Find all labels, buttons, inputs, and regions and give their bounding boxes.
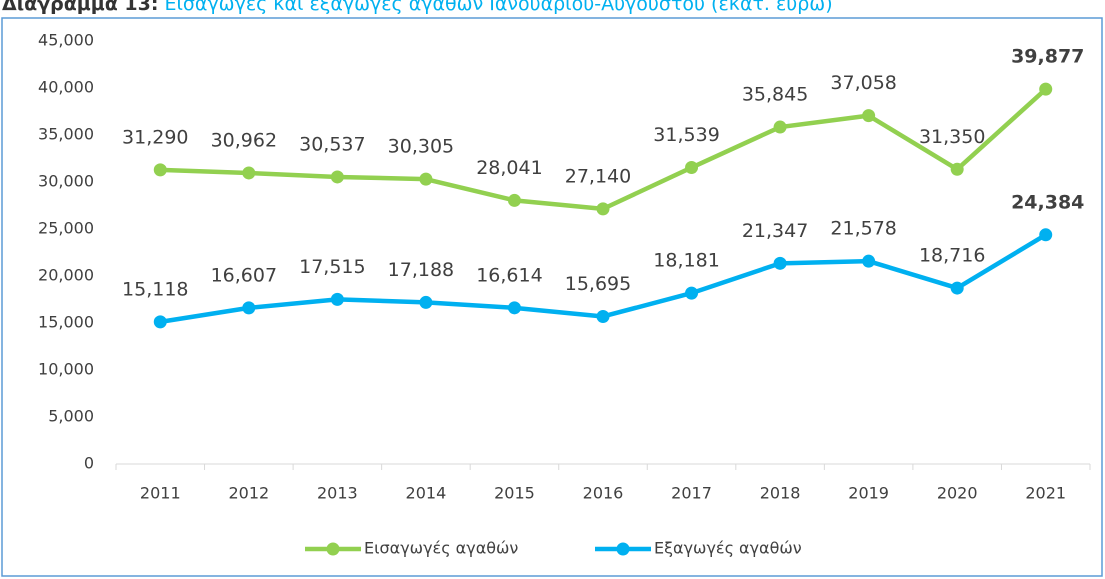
data-label: 37,058 xyxy=(830,72,896,94)
y-tick-label: 5,000 xyxy=(48,407,94,426)
point xyxy=(950,162,964,176)
data-label: 17,188 xyxy=(388,259,454,281)
data-label: 18,181 xyxy=(653,250,719,272)
data-label: 30,537 xyxy=(299,133,365,155)
data-label: 18,716 xyxy=(919,245,985,267)
data-label: 30,962 xyxy=(211,129,277,151)
legend-label: Εισαγωγές αγαθών xyxy=(364,539,518,558)
title-text: Εισαγωγές και εξαγωγές αγαθών Ιανουαρίου… xyxy=(164,0,832,15)
data-label: 27,140 xyxy=(565,165,631,187)
legend-label: Εξαγωγές αγαθών xyxy=(654,539,802,558)
data-label: 28,041 xyxy=(476,157,542,179)
data-label: 35,845 xyxy=(742,84,808,106)
point xyxy=(596,309,610,323)
point xyxy=(862,109,876,123)
point xyxy=(419,295,433,309)
data-label: 16,614 xyxy=(476,264,542,286)
point xyxy=(596,202,610,216)
legend-marker xyxy=(326,542,340,556)
x-tick-label: 2011 xyxy=(140,484,181,503)
chart-frame xyxy=(1,17,1103,577)
y-tick-label: 20,000 xyxy=(38,266,94,285)
x-tick-label: 2017 xyxy=(671,484,712,503)
point xyxy=(1039,228,1053,242)
y-tick-label: 15,000 xyxy=(38,313,94,332)
x-tick-label: 2021 xyxy=(1025,484,1066,503)
point xyxy=(242,166,256,180)
point xyxy=(862,254,876,268)
x-tick-label: 2013 xyxy=(317,484,358,503)
y-tick-label: 30,000 xyxy=(38,172,94,191)
point xyxy=(685,161,699,175)
point xyxy=(242,301,256,315)
x-tick-label: 2015 xyxy=(494,484,535,503)
point xyxy=(1039,82,1053,96)
point xyxy=(153,315,167,329)
point xyxy=(773,120,787,134)
data-label: 15,118 xyxy=(122,278,188,300)
point xyxy=(330,292,344,306)
point xyxy=(950,281,964,295)
y-tick-label: 25,000 xyxy=(38,219,94,238)
point xyxy=(419,172,433,186)
y-tick-label: 0 xyxy=(84,454,94,473)
point xyxy=(507,193,521,207)
data-label: 16,607 xyxy=(211,264,277,286)
point xyxy=(773,256,787,270)
data-label: 15,695 xyxy=(565,273,631,295)
x-tick-label: 2020 xyxy=(937,484,978,503)
legend-marker xyxy=(616,542,630,556)
point xyxy=(507,301,521,315)
x-tick-label: 2018 xyxy=(760,484,801,503)
data-label: 39,877 xyxy=(1011,46,1084,68)
data-label: 31,539 xyxy=(653,124,719,146)
data-label: 21,578 xyxy=(830,218,896,240)
data-label: 24,384 xyxy=(1011,191,1084,213)
y-tick-label: 45,000 xyxy=(38,31,94,50)
y-tick-label: 10,000 xyxy=(38,360,94,379)
figure-label: Διάγραμμα 13: xyxy=(2,0,158,15)
point xyxy=(685,286,699,300)
data-label: 31,290 xyxy=(122,126,188,148)
data-label: 31,350 xyxy=(919,126,985,148)
data-label: 17,515 xyxy=(299,256,365,278)
x-tick-label: 2019 xyxy=(848,484,889,503)
data-label: 21,347 xyxy=(742,220,808,242)
x-tick-label: 2014 xyxy=(406,484,447,503)
point xyxy=(153,163,167,177)
data-label: 30,305 xyxy=(388,136,454,158)
point xyxy=(330,170,344,184)
chart-title: Διάγραμμα 13: Εισαγωγές και εξαγωγές αγαθ… xyxy=(2,0,833,15)
y-tick-label: 35,000 xyxy=(38,125,94,144)
y-tick-label: 40,000 xyxy=(38,78,94,97)
x-tick-label: 2016 xyxy=(583,484,624,503)
x-tick-label: 2012 xyxy=(228,484,269,503)
